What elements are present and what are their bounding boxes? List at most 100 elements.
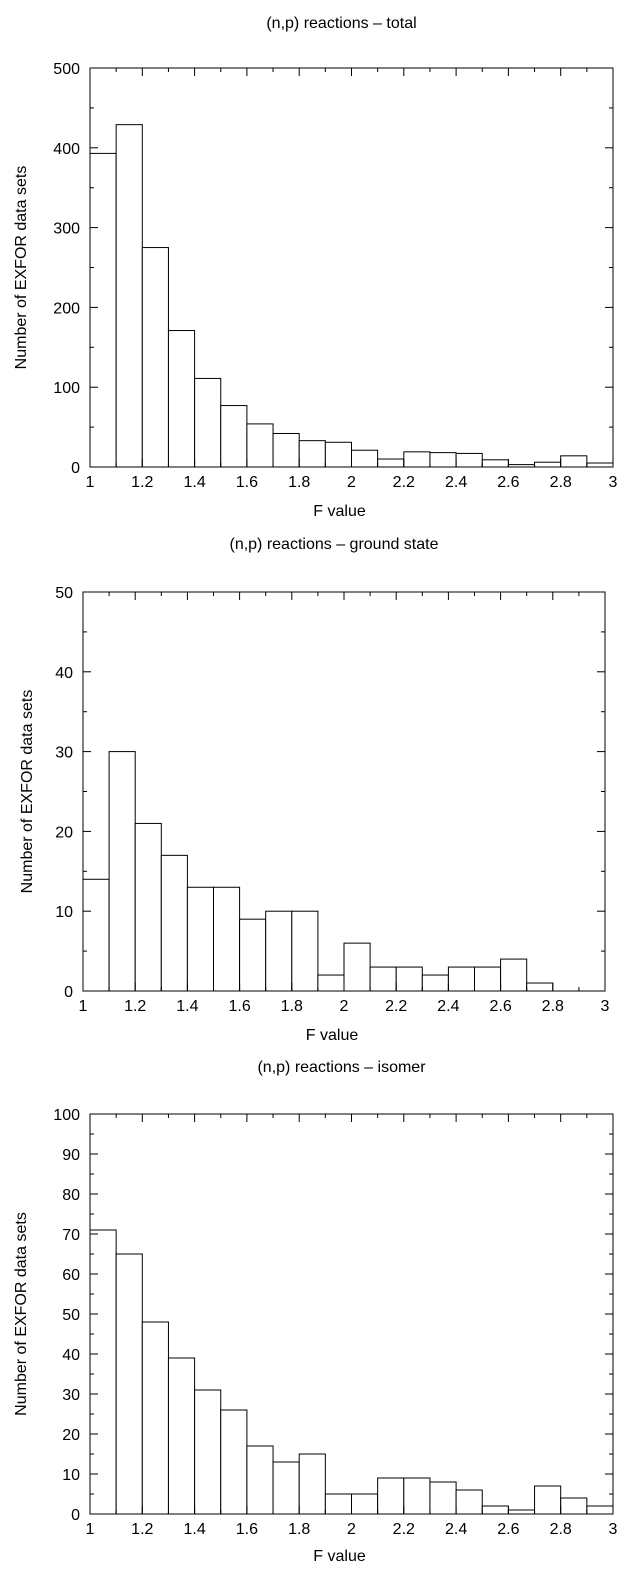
histogram-bar	[160, 854, 188, 992]
histogram-bar	[403, 1477, 431, 1515]
x-tick-label: 1.2	[124, 998, 146, 1015]
histogram-bar	[526, 982, 554, 992]
x-tick-label: 2.6	[489, 998, 511, 1015]
x-tick-label: 2.6	[497, 474, 519, 491]
y-tick-label: 40	[62, 1347, 80, 1364]
histogram-bar	[298, 1453, 326, 1515]
x-axis-label: F value	[313, 503, 366, 520]
y-tick-label: 100	[53, 380, 80, 397]
x-tick-label: 1	[86, 474, 95, 491]
x-tick-label: 1.4	[176, 998, 198, 1015]
histogram-bar	[265, 910, 293, 992]
x-tick-label: 2.4	[445, 1521, 467, 1538]
histogram-bar	[213, 886, 241, 992]
y-tick-label: 20	[62, 1427, 80, 1444]
histogram-bar	[586, 462, 614, 468]
y-tick-label: 60	[62, 1267, 80, 1284]
y-tick-label: 300	[53, 221, 80, 238]
histogram-bar	[167, 330, 196, 468]
x-tick-label: 2.8	[550, 474, 572, 491]
x-tick-label: 1.2	[131, 1521, 153, 1538]
y-tick-label: 20	[55, 824, 73, 841]
histogram-bar	[194, 377, 222, 468]
histogram-bar	[141, 247, 169, 468]
histogram-bar	[134, 822, 162, 992]
y-tick-label: 0	[64, 984, 73, 1001]
histogram-bar	[186, 886, 214, 992]
chart-panel-2: 1 1.2 1.4 1.6 1.8 2 2.2 2.4 2.6 2.8 301020304050(n…	[19, 536, 610, 1044]
histogram-bar	[246, 1445, 274, 1515]
histogram-bar	[481, 459, 509, 468]
x-axis-label: F value	[306, 1027, 359, 1044]
histogram-bar	[272, 1461, 300, 1515]
x-tick-label: 2	[347, 474, 356, 491]
histogram-bar	[377, 458, 405, 468]
histogram-bar	[500, 958, 528, 992]
x-tick-label: 2.8	[542, 998, 564, 1015]
chart-title: (n,p) reactions – ground state	[229, 536, 438, 553]
y-tick-label: 0	[71, 460, 80, 477]
y-tick-label: 10	[55, 904, 73, 921]
x-tick-label: 1.8	[288, 474, 310, 491]
y-tick-label: 70	[62, 1227, 80, 1244]
y-tick-label: 40	[55, 665, 73, 682]
histogram-bar	[586, 1505, 614, 1515]
histogram-bar	[429, 452, 457, 468]
x-tick-label: 1.4	[183, 474, 205, 491]
histogram-bar	[507, 1509, 536, 1515]
x-tick-label: 1.6	[236, 1521, 258, 1538]
histogram-bar	[108, 751, 136, 992]
y-tick-label: 50	[62, 1307, 80, 1324]
histogram-bar	[560, 1497, 588, 1515]
chart-panel-3: 1 1.2 1.4 1.6 1.8 2 2.2 2.4 2.6 2.8 30102030405060…	[13, 1059, 618, 1565]
x-tick-label: 3	[601, 998, 610, 1015]
histogram-bar	[141, 1321, 169, 1515]
histogram-bar	[351, 1493, 379, 1515]
x-tick-label: 1.6	[236, 474, 258, 491]
y-tick-label: 50	[55, 585, 73, 602]
y-tick-label: 90	[62, 1147, 80, 1164]
x-tick-label: 1	[79, 998, 88, 1015]
x-tick-label: 2.4	[437, 998, 459, 1015]
chart-panel-1: 1 1.2 1.4 1.6 1.8 2 2.2 2.4 2.6 2.8 3 0 100 200 300 400…	[13, 15, 618, 520]
y-tick-label: 80	[62, 1187, 80, 1204]
histogram-bar	[115, 124, 143, 468]
x-tick-label: 2	[347, 1521, 356, 1538]
histogram-bar	[481, 1505, 509, 1515]
histogram-bar	[560, 455, 588, 468]
chart-title: (n,p) reactions – isomer	[257, 1059, 426, 1076]
x-tick-label: 2.2	[385, 998, 407, 1015]
y-axis-label: Number of EXFOR data sets	[13, 1212, 30, 1416]
y-axis-label: Number of EXFOR data sets	[13, 166, 30, 370]
histogram-bar	[324, 441, 353, 468]
histogram-bar	[89, 1229, 117, 1515]
x-tick-label: 1	[86, 1521, 95, 1538]
histogram-bar	[115, 1253, 143, 1515]
histogram-bar	[534, 461, 562, 468]
histogram-bar	[239, 918, 267, 992]
histogram-bar	[377, 1477, 405, 1515]
histogram-bar	[395, 966, 423, 992]
x-tick-label: 3	[609, 474, 618, 491]
y-tick-label: 30	[55, 745, 73, 762]
histogram-bar	[455, 1489, 483, 1515]
y-tick-label: 0	[71, 1507, 80, 1524]
histogram-bar	[369, 966, 397, 992]
histogram-bar	[343, 942, 371, 992]
x-tick-label: 1.8	[288, 1521, 310, 1538]
x-tick-label: 2.2	[393, 1521, 415, 1538]
histogram-bar	[324, 1493, 353, 1515]
histogram-bar	[403, 451, 431, 468]
histogram-bar	[455, 452, 483, 468]
histogram-bar	[89, 152, 117, 468]
x-tick-label: 3	[609, 1521, 618, 1538]
histogram-bar	[447, 966, 475, 992]
y-tick-label: 200	[53, 300, 80, 317]
x-tick-label: 1.8	[281, 998, 303, 1015]
chart-title: (n,p) reactions – total	[266, 15, 416, 32]
y-tick-label: 100	[53, 1107, 80, 1124]
x-tick-label: 2.8	[550, 1521, 572, 1538]
y-tick-label: 10	[62, 1467, 80, 1484]
histogram-bar	[246, 423, 274, 468]
